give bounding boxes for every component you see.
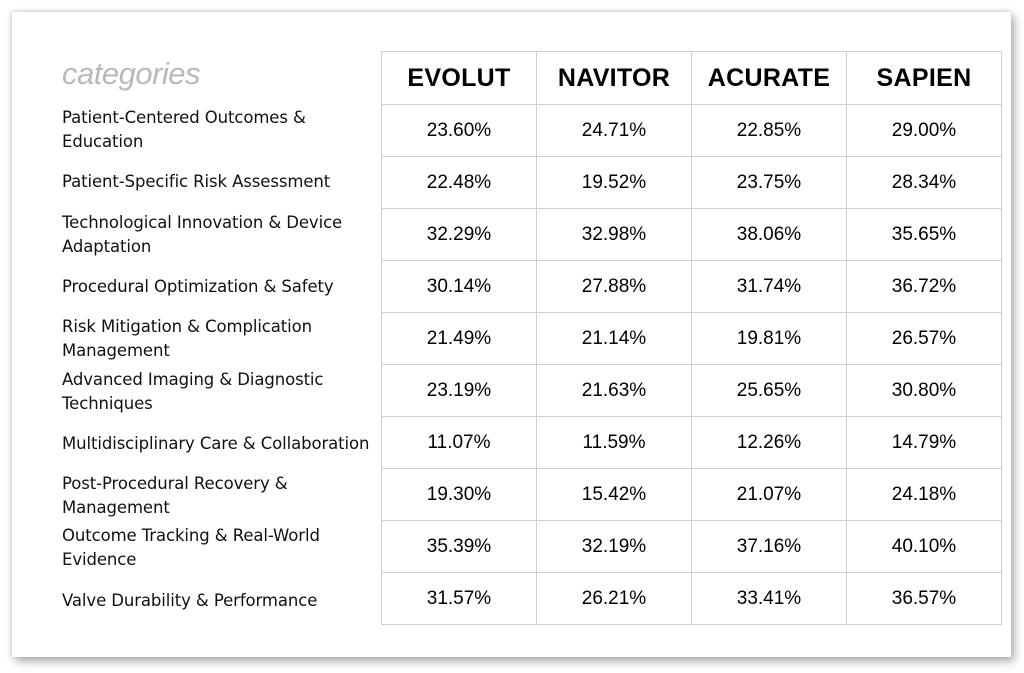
table-cell: 24.71% [536,104,692,157]
table-row: 22.48% 19.52% 23.75% 28.34% [381,156,1002,209]
table-cell: 23.19% [381,364,537,417]
table-cell: 31.57% [381,572,537,625]
table-cell: 40.10% [846,520,1002,573]
table-row: 35.39% 32.19% 37.16% 40.10% [381,520,1002,573]
table-row: 32.29% 32.98% 38.06% 35.65% [381,208,1002,261]
table-cell: 19.52% [536,156,692,209]
table-cell: 27.88% [536,260,692,313]
table-cell: 21.07% [691,468,847,521]
table-cell: 33.41% [691,572,847,625]
row-label: Valve Durability & Performance [62,590,318,610]
table-card: categories Patient-Centered Outcomes & E… [12,12,1011,657]
column-header-navitor: NAVITOR [536,51,692,105]
table-row: 23.19% 21.63% 25.65% 30.80% [381,364,1002,417]
categories-header: categories [62,56,201,91]
table-cell: 14.79% [846,416,1002,469]
table-row: 30.14% 27.88% 31.74% 36.72% [381,260,1002,313]
row-label: Outcome Tracking & Real-World Evidence [62,526,320,570]
table-cell: 21.49% [381,312,537,365]
table-row: 23.60% 24.71% 22.85% 29.00% [381,104,1002,157]
table-cell: 32.29% [381,208,537,261]
table-cell: 35.65% [846,208,1002,261]
row-label: Risk Mitigation & Complication Managemen… [62,317,312,361]
table-cell: 19.30% [381,468,537,521]
row-label: Patient-Specific Risk Assessment [62,172,331,192]
column-header-sapien: SAPIEN [846,51,1002,105]
table-cell: 30.14% [381,260,537,313]
table-cell: 38.06% [691,208,847,261]
table-cell: 11.07% [381,416,537,469]
table-cell: 25.65% [691,364,847,417]
row-label: Post-Procedural Recovery & Management [62,474,288,518]
table-cell: 32.19% [536,520,692,573]
data-table: EVOLUT NAVITOR ACURATE SAPIEN 23.60% 24.7… [381,51,1002,625]
table-body: 23.60% 24.71% 22.85% 29.00% 22.48% 19.52% 23.7… [381,104,1002,625]
table-cell: 31.74% [691,260,847,313]
table-cell: 26.57% [846,312,1002,365]
header-row: EVOLUT NAVITOR ACURATE SAPIEN [381,51,1002,105]
column-header-acurate: ACURATE [691,51,847,105]
table-cell: 23.60% [381,104,537,157]
table-cell: 28.34% [846,156,1002,209]
table-cell: 36.72% [846,260,1002,313]
table-cell: 22.85% [691,104,847,157]
table-cell: 11.59% [536,416,692,469]
table-cell: 19.81% [691,312,847,365]
table-cell: 30.80% [846,364,1002,417]
row-label: Advanced Imaging & Diagnostic Techniques [62,369,324,413]
table-cell: 32.98% [536,208,692,261]
table-cell: 15.42% [536,468,692,521]
table-row: 11.07% 11.59% 12.26% 14.79% [381,416,1002,469]
table-cell: 29.00% [846,104,1002,157]
table-cell: 12.26% [691,416,847,469]
row-label: Procedural Optimization & Safety [62,276,334,296]
table-cell: 22.48% [381,156,537,209]
column-header-evolut: EVOLUT [381,51,537,105]
table-row: 21.49% 21.14% 19.81% 26.57% [381,312,1002,365]
table-cell: 35.39% [381,520,537,573]
row-label: Technological Innovation & Device Adapta… [62,212,343,256]
table-cell: 21.14% [536,312,692,365]
table-cell: 23.75% [691,156,847,209]
table-cell: 37.16% [691,520,847,573]
table-row: 31.57% 26.21% 33.41% 36.57% [381,572,1002,625]
row-label: Patient-Centered Outcomes & Education [62,108,306,151]
table-cell: 26.21% [536,572,692,625]
table-cell: 36.57% [846,572,1002,625]
table-cell: 24.18% [846,468,1002,521]
table-cell: 21.63% [536,364,692,417]
table-row: 19.30% 15.42% 21.07% 24.18% [381,468,1002,521]
row-label: Multidisciplinary Care & Collaboration [62,433,370,453]
